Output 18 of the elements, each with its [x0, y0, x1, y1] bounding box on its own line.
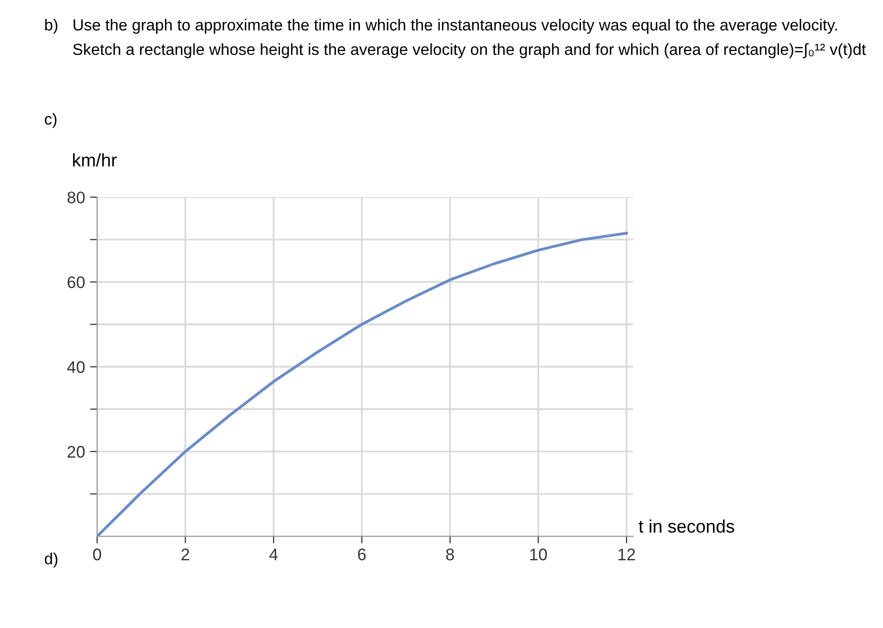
x-tick-label: 4: [269, 548, 278, 560]
x-tick-label: 2: [182, 548, 190, 560]
x-tick-label: 0: [93, 548, 102, 560]
text: d): [44, 552, 58, 568]
text: c): [44, 113, 56, 128]
text: b): [45, 18, 58, 34]
y-tick-label: 20: [68, 446, 85, 458]
y-axis-title: km/hr: [73, 153, 117, 166]
x-tick-label: 6: [358, 548, 366, 560]
x-tick-label: 10: [530, 548, 547, 560]
x-tick-label: 8: [446, 548, 454, 560]
y-tick-label: 80: [68, 192, 85, 204]
chart-title: Use the graph to approximate the time in which the instantaneous velocity was equal to the average velocity. Sketch a rectangle whose height is the average velocity on the graph and for which (area of rectangle)=∫₀¹² v(t)dt: [73, 18, 866, 58]
y-tick-label: 40: [67, 361, 85, 373]
line-series: [97, 232, 628, 536]
y-tick-label: 60: [68, 276, 85, 288]
x-axis-title: t in seconds: [638, 519, 734, 533]
x-tick-label: 12: [618, 548, 635, 560]
